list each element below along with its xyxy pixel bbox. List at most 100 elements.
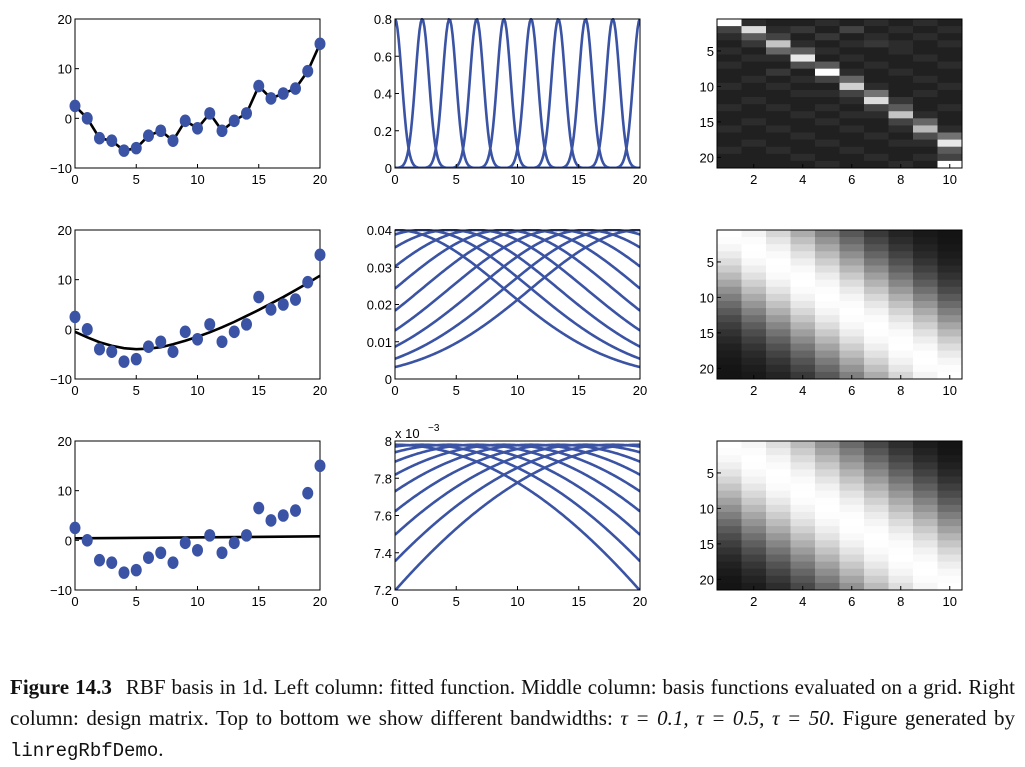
matrix-cell	[937, 82, 963, 91]
data-point	[192, 332, 203, 346]
x-tick-label: 0	[71, 172, 78, 187]
matrix-cell	[766, 104, 791, 112]
data-point	[167, 134, 179, 147]
matrix-cell	[790, 308, 816, 316]
matrix-cell	[864, 511, 889, 520]
matrix-cell	[717, 237, 742, 245]
matrix-cell	[741, 61, 767, 70]
matrix-cell	[741, 483, 767, 492]
matrix-cell	[790, 146, 816, 155]
matrix-cell	[864, 441, 889, 449]
matrix-cell	[839, 469, 865, 477]
matrix-cell	[815, 561, 840, 570]
matrix-cell	[937, 111, 963, 119]
data-point	[277, 298, 289, 311]
matrix-cell	[839, 82, 865, 91]
matrix-cell	[717, 33, 742, 41]
matrix-cell	[741, 40, 767, 48]
matrix-cell	[766, 68, 791, 77]
matrix-cell	[717, 230, 742, 238]
matrix-cell	[864, 308, 889, 316]
matrix-cell	[766, 272, 791, 281]
matrix-cell	[913, 540, 938, 548]
matrix-cell	[864, 237, 889, 245]
matrix-cell	[717, 511, 742, 520]
matrix-cell	[913, 272, 938, 281]
matrix-cell	[766, 97, 791, 105]
matrix-cell	[913, 40, 938, 48]
matrix-cell	[790, 33, 816, 41]
matrix-cell	[790, 448, 816, 456]
matrix-cell	[717, 251, 742, 259]
matrix-cell	[790, 139, 816, 148]
matrix-cell	[864, 244, 889, 252]
matrix-cell	[815, 89, 840, 98]
matrix-cell	[790, 300, 816, 309]
matrix-cell	[888, 315, 914, 323]
matrix-cell	[790, 54, 816, 62]
matrix-cell	[864, 547, 889, 555]
matrix-cell	[790, 89, 816, 98]
matrix-cell	[888, 469, 914, 477]
matrix-cell	[937, 357, 963, 366]
matrix-cell	[790, 350, 816, 359]
matrix-cell	[717, 575, 742, 584]
matrix-cell	[741, 547, 767, 555]
data-point	[192, 543, 203, 557]
matrix-cell	[839, 497, 865, 506]
matrix-cell	[937, 441, 963, 449]
matrix-cell	[888, 568, 914, 577]
matrix-cell	[815, 125, 840, 133]
y-tick-label: 7.8	[374, 471, 392, 486]
matrix-cell	[717, 111, 742, 119]
matrix-cell	[741, 97, 767, 105]
matrix-cell	[864, 554, 889, 563]
matrix-cell	[839, 547, 865, 555]
matrix-cell	[913, 19, 938, 27]
matrix-cell	[913, 582, 938, 591]
matrix-cell	[717, 371, 742, 380]
matrix-cell	[766, 160, 791, 169]
matrix-cell	[864, 118, 889, 126]
matrix-cell	[888, 286, 914, 295]
matrix-cell	[864, 286, 889, 295]
matrix-cell	[913, 526, 938, 534]
matrix-cell	[839, 343, 865, 352]
matrix-cell	[864, 455, 889, 463]
y-tick-label: 0	[65, 322, 72, 337]
matrix-cell	[888, 139, 914, 148]
matrix-cell	[717, 153, 742, 162]
matrix-cell	[888, 357, 914, 366]
matrix-cell	[717, 547, 742, 555]
data-point	[253, 79, 265, 93]
data-point	[216, 335, 228, 349]
matrix-cell	[766, 315, 791, 323]
matrix-cell	[888, 118, 914, 126]
matrix-cell	[717, 483, 742, 492]
data-point	[81, 534, 93, 547]
matrix-cell	[913, 244, 938, 252]
matrix-cell	[913, 533, 938, 541]
matrix-cell	[815, 118, 840, 126]
data-point	[290, 504, 301, 517]
matrix-cell	[790, 497, 816, 506]
x-tick-label: 10	[943, 383, 957, 398]
matrix-cell	[766, 237, 791, 245]
matrix-cell	[741, 125, 767, 133]
matrix-cell	[937, 469, 963, 477]
matrix-cell	[741, 364, 767, 373]
matrix-cell	[913, 230, 938, 238]
matrix-cell	[790, 540, 816, 548]
x-tick-label: 0	[391, 172, 398, 187]
matrix-cell	[937, 104, 963, 112]
matrix-cell	[839, 575, 865, 584]
matrix-cell	[717, 54, 742, 62]
y-tick-label: 15	[700, 115, 714, 130]
matrix-cell	[839, 75, 865, 84]
y-tick-label: 20	[58, 434, 72, 449]
matrix-cell	[888, 441, 914, 449]
matrix-cell	[790, 251, 816, 259]
matrix-cell	[888, 308, 914, 316]
matrix-cell	[741, 568, 767, 577]
